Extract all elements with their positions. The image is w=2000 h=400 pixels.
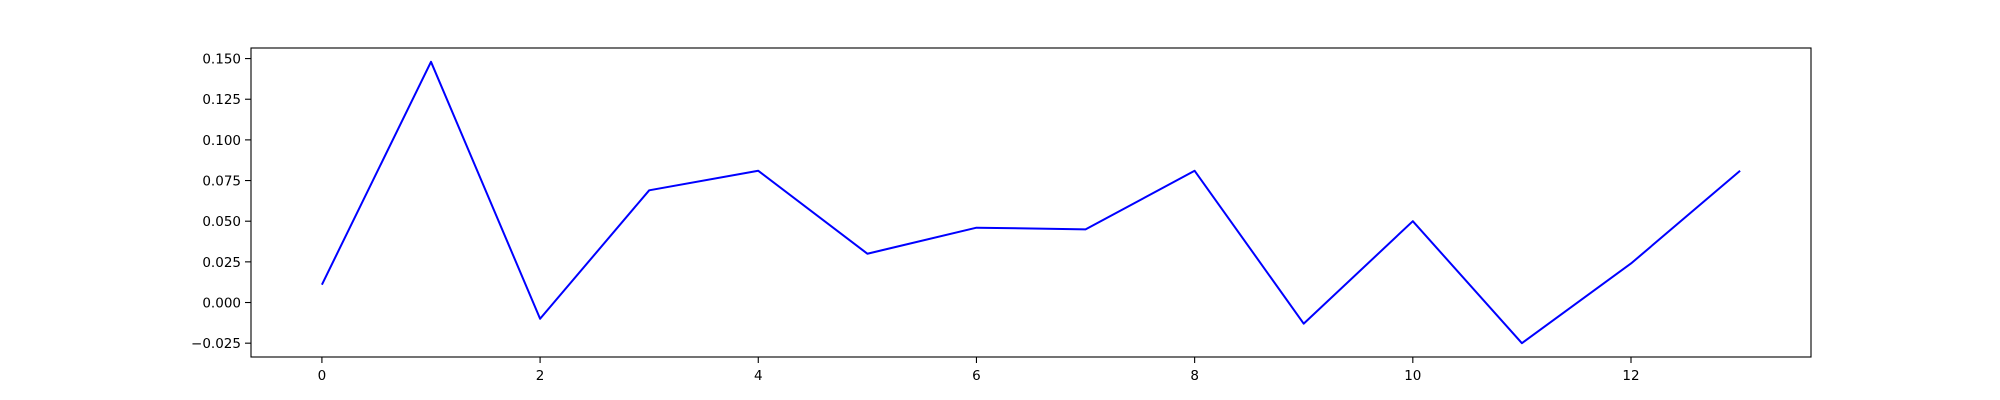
y-tick-label: 0.050	[202, 214, 241, 230]
y-tick-label: 0.125	[202, 92, 241, 108]
series-line	[321, 60, 1741, 345]
plot-area	[250, 47, 1812, 358]
y-tick-label: 0.150	[202, 52, 241, 68]
x-axis: 0 2 4 6 8 10 12	[318, 357, 1640, 384]
x-tick-label: 12	[1622, 368, 1639, 384]
x-tick-label: 8	[1190, 368, 1199, 384]
x-tick-label: 6	[972, 368, 981, 384]
y-axis: −0.025 0.000 0.025 0.050 0.075 0.100 0.125 0.15…	[191, 52, 251, 352]
y-tick-label: 0.075	[202, 174, 241, 190]
x-tick-label: 10	[1404, 368, 1421, 384]
y-tick-label: 0.025	[202, 255, 241, 271]
plot-frame	[250, 47, 1812, 358]
series-group	[321, 60, 1741, 345]
x-tick-label: 0	[318, 368, 327, 384]
y-tick-label: 0.000	[202, 296, 241, 312]
y-tick-label: −0.025	[191, 336, 241, 352]
x-tick-label: 2	[536, 368, 545, 384]
y-tick-label: 0.100	[202, 133, 241, 149]
x-tick-label: 4	[754, 368, 763, 384]
